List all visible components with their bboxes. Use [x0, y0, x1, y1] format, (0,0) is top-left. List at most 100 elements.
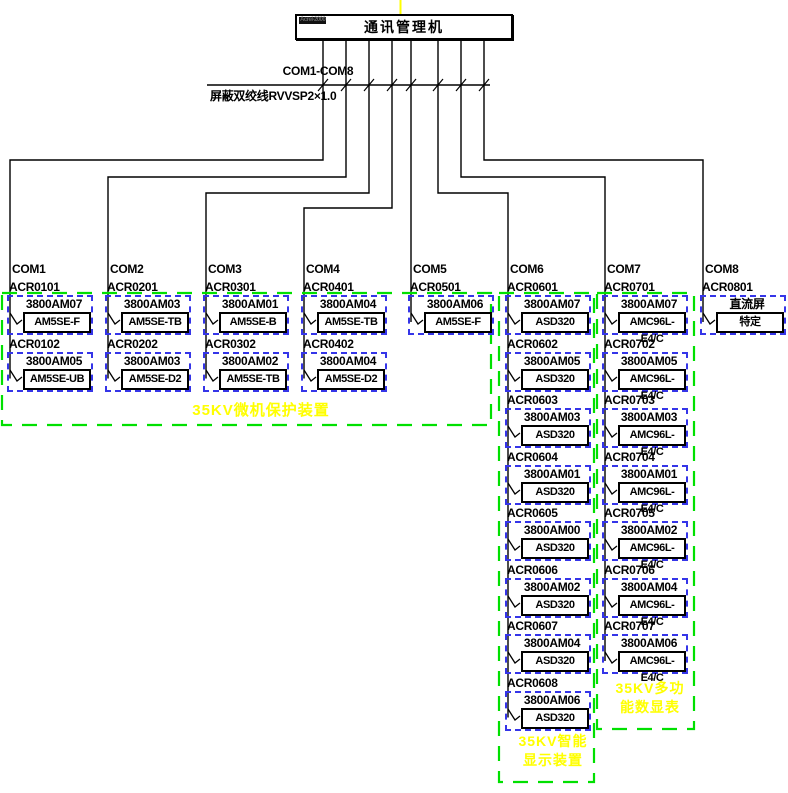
device-model-box: AM5SE-TB [219, 369, 287, 390]
device-code: 3800AM05 [523, 354, 581, 368]
device-address: ACR0606 [507, 563, 558, 577]
device-model-box: ASD320 [521, 595, 589, 616]
device-dashed-box: 3800AM07 ASD320 [505, 295, 591, 335]
device-code: 3800AM04 [319, 297, 377, 311]
device-unit: ACR0606 3800AM02 ASD320 [505, 564, 591, 618]
device-code: 直流屏 [729, 297, 765, 311]
device-dashed-box: 3800AM03 AM5SE-D2 [105, 352, 191, 392]
group-caption-line: 35KV微机保护装置 [192, 402, 330, 419]
com-port-label: COM3 [208, 262, 242, 276]
device-code: 3800AM06 [620, 636, 678, 650]
device-unit: ACR0102 3800AM05 AM5SE-UB [7, 338, 93, 392]
device-code: 3800AM04 [620, 580, 678, 594]
comm-manager-title: 通讯管理机 [364, 19, 444, 35]
device-dashed-box: 3800AM04 ASD320 [505, 634, 591, 674]
device-address: ACR0501 [410, 280, 461, 294]
device-dashed-box: 3800AM06 AM5SE-F [408, 295, 494, 335]
device-model-box: AM5SE-UB [23, 369, 91, 390]
device-code: 3800AM05 [25, 354, 83, 368]
device-model-box: AM5SE-F [424, 312, 492, 333]
group-caption-line: 能数显表 [620, 699, 680, 715]
device-address: ACR0102 [9, 337, 60, 351]
device-code: 3800AM02 [221, 354, 279, 368]
device-dashed-box: 3800AM03 AM5SE-TB [105, 295, 191, 335]
device-code: 3800AM01 [523, 467, 581, 481]
device-unit: ACR0702 3800AM05 AMC96L-E4/C [602, 337, 688, 402]
com-port-label: COM1 [12, 262, 46, 276]
device-unit: ACR0607 3800AM04 ASD320 [505, 620, 591, 674]
device-dashed-box: 直流屏 特定 [700, 295, 786, 335]
device-address: ACR0402 [303, 337, 354, 351]
device-code: 3800AM02 [620, 523, 678, 537]
device-model-box: AM5SE-D2 [317, 369, 385, 390]
device-unit: ACR0401 3800AM04 AM5SE-TB [301, 281, 387, 335]
device-address: ACR0301 [205, 280, 256, 294]
device-address: ACR0608 [507, 676, 558, 690]
device-unit: ACR0301 3800AM01 AM5SE-B [203, 281, 289, 335]
device-model-box: AMC96L-E4/C [618, 538, 686, 571]
device-model-box: AM5SE-F [23, 312, 91, 333]
device-dashed-box: 3800AM03 ASD320 [505, 408, 591, 448]
device-address: ACR0302 [205, 337, 256, 351]
device-model-box: 特定 [716, 312, 784, 333]
device-dashed-box: 3800AM01 AMC96L-E4/C [602, 465, 688, 515]
device-unit: ACR0706 3800AM04 AMC96L-E4/C [602, 563, 688, 628]
device-address: ACR0705 [604, 506, 655, 520]
device-address: ACR0801 [702, 280, 753, 294]
device-code: 3800AM03 [620, 410, 678, 424]
device-code: 3800AM07 [523, 297, 581, 311]
device-unit: ACR0601 3800AM07 ASD320 [505, 281, 591, 335]
device-dashed-box: 3800AM07 AM5SE-F [7, 295, 93, 335]
device-address: ACR0604 [507, 450, 558, 464]
device-model-box: ASD320 [521, 482, 589, 503]
group-caption-line: 35KV多功 [615, 680, 685, 696]
device-address: ACR0703 [604, 393, 655, 407]
device-model-box: ASD320 [521, 312, 589, 333]
device-model-box: AM5SE-D2 [121, 369, 189, 390]
com-port-label: COM6 [510, 262, 544, 276]
device-code: 3800AM06 [426, 297, 484, 311]
device-model-box: AM5SE-B [219, 312, 287, 333]
device-address: ACR0607 [507, 619, 558, 633]
device-model-box: AM5SE-TB [317, 312, 385, 333]
device-model-box: ASD320 [521, 425, 589, 446]
device-code: 3800AM04 [523, 636, 581, 650]
device-unit: ACR0603 3800AM03 ASD320 [505, 394, 591, 448]
device-address: ACR0704 [604, 450, 655, 464]
device-unit: ACR0703 3800AM03 AMC96L-E4/C [602, 393, 688, 458]
device-address: ACR0201 [107, 280, 158, 294]
device-address: ACR0601 [507, 280, 558, 294]
device-code: 3800AM06 [523, 693, 581, 707]
device-address: ACR0706 [604, 563, 655, 577]
device-code: 3800AM01 [620, 467, 678, 481]
device-code: 3800AM05 [620, 354, 678, 368]
com-port-label: COM5 [413, 262, 447, 276]
device-unit: ACR0101 3800AM07 AM5SE-F [7, 281, 93, 335]
device-dashed-box: 3800AM01 ASD320 [505, 465, 591, 505]
device-code: 3800AM04 [319, 354, 377, 368]
device-model-box: ASD320 [521, 708, 589, 729]
device-model-box: AMC96L-E4/C [618, 425, 686, 458]
device-address: ACR0702 [604, 337, 655, 351]
device-model-box: ASD320 [521, 369, 589, 390]
bus-ports-label: COM1-COM8 [282, 64, 354, 78]
device-dashed-box: 3800AM04 AM5SE-TB [301, 295, 387, 335]
bus-cable-label: 屏蔽双绞线RVVSP2×1.0 [210, 89, 337, 103]
device-code: 3800AM07 [25, 297, 83, 311]
device-address: ACR0707 [604, 619, 655, 633]
device-code: 3800AM03 [123, 354, 181, 368]
device-unit: ACR0605 3800AM00 ASD320 [505, 507, 591, 561]
device-model-box: AMC96L-E4/C [618, 312, 686, 345]
device-unit: ACR0302 3800AM02 AM5SE-TB [203, 338, 289, 392]
device-model-box: AM5SE-TB [121, 312, 189, 333]
com-port-label: COM4 [306, 262, 340, 276]
device-model-box: ASD320 [521, 651, 589, 672]
device-dashed-box: 3800AM01 AM5SE-B [203, 295, 289, 335]
device-dashed-box: 3800AM04 AMC96L-E4/C [602, 578, 688, 628]
com-port-label: COM7 [607, 262, 641, 276]
device-dashed-box: 3800AM02 ASD320 [505, 578, 591, 618]
device-address: ACR0701 [604, 280, 655, 294]
device-dashed-box: 3800AM07 AMC96L-E4/C [602, 295, 688, 345]
comm-manager-box: Acrel-2000 通讯管理机 [295, 14, 513, 40]
device-dashed-box: 3800AM05 AM5SE-UB [7, 352, 93, 392]
